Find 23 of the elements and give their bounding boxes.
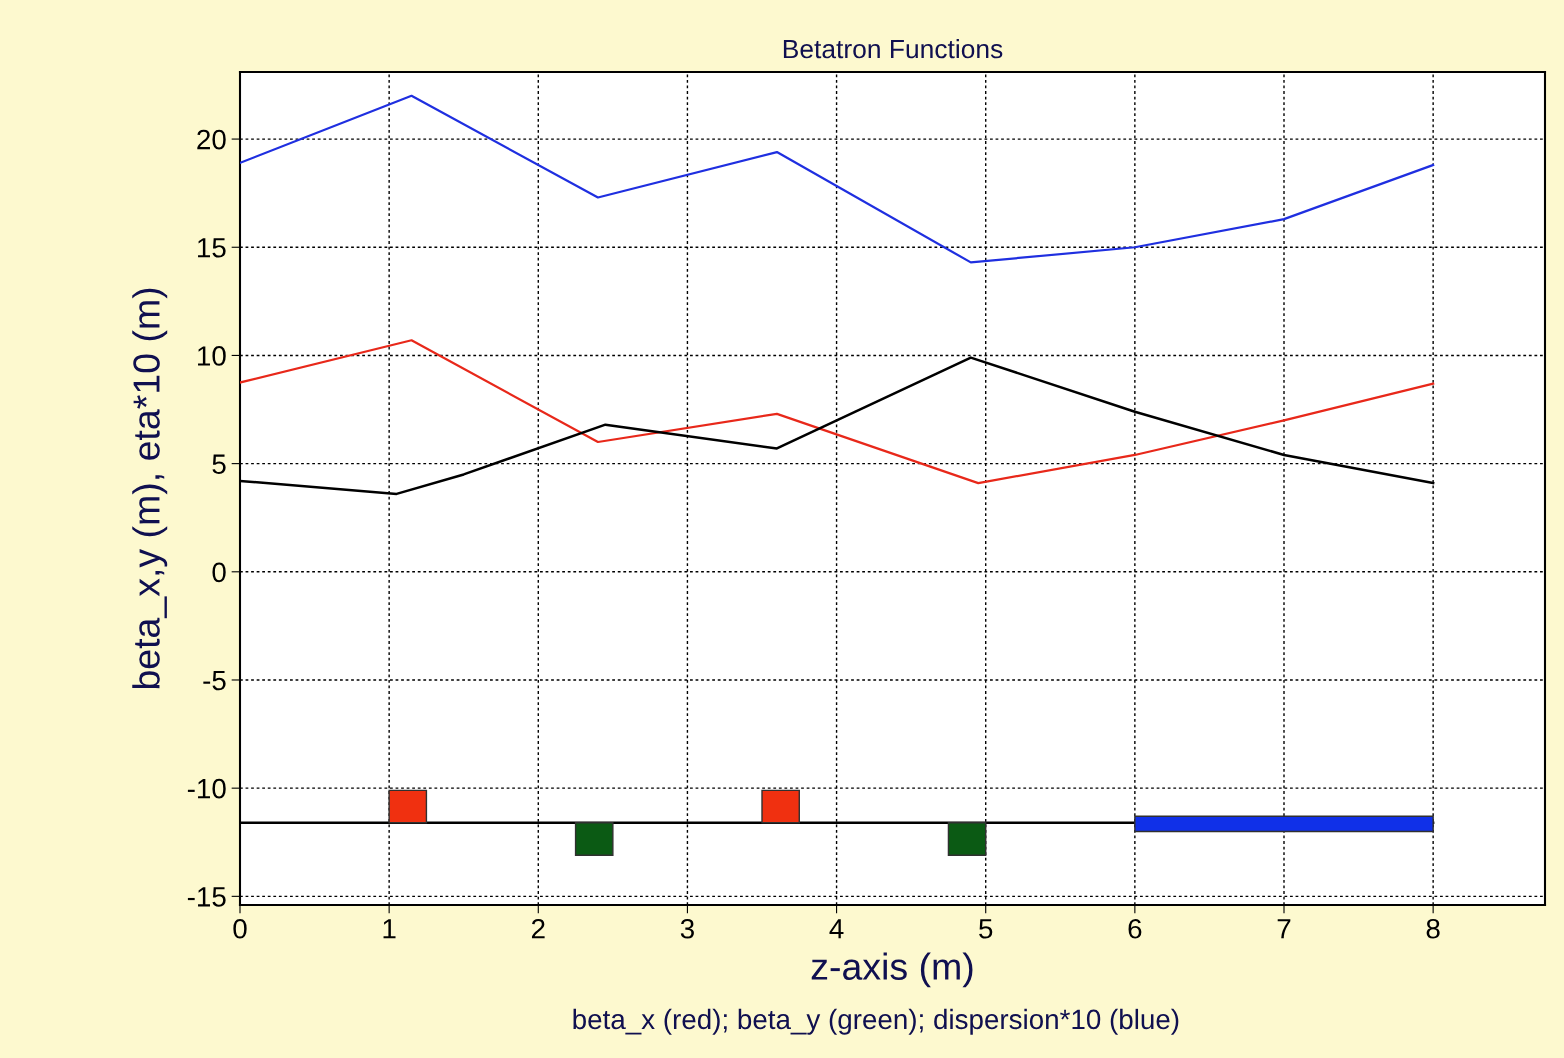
x-tick-label: 6	[1128, 918, 1142, 939]
y-tick-label: 10	[198, 346, 226, 366]
line-series	[240, 94, 1435, 264]
x-tick-label: 1	[383, 919, 396, 939]
x-axis-title: z-axis (m)	[811, 952, 973, 988]
y-tick-label: -10	[187, 778, 226, 799]
y-tick-label: 15	[198, 238, 226, 258]
y-axis-title: beta_x,y (m), eta*10 (m)	[132, 288, 168, 689]
x-tick-label: 5	[979, 919, 993, 939]
x-tick-label: 0	[233, 918, 247, 939]
chart-title: Betatron Functions	[783, 38, 1003, 59]
line-series	[240, 339, 1435, 485]
text: beta_x (red); beta_y (green); dispersion*10 (blue)	[573, 1008, 1179, 1035]
x-tick-label: 8	[1426, 918, 1440, 939]
y-tick-label: -5	[203, 670, 226, 691]
y-tick-label: 20	[197, 129, 226, 150]
y-tick-label: 0	[212, 562, 226, 583]
x-tick-label: 7	[1277, 919, 1291, 939]
y-tick-label: 5	[212, 454, 226, 474]
y-tick-label: -15	[187, 887, 226, 907]
x-tick-label: 2	[531, 918, 545, 939]
x-tick-label: 4	[829, 919, 844, 939]
x-tick-label: 3	[680, 918, 694, 939]
